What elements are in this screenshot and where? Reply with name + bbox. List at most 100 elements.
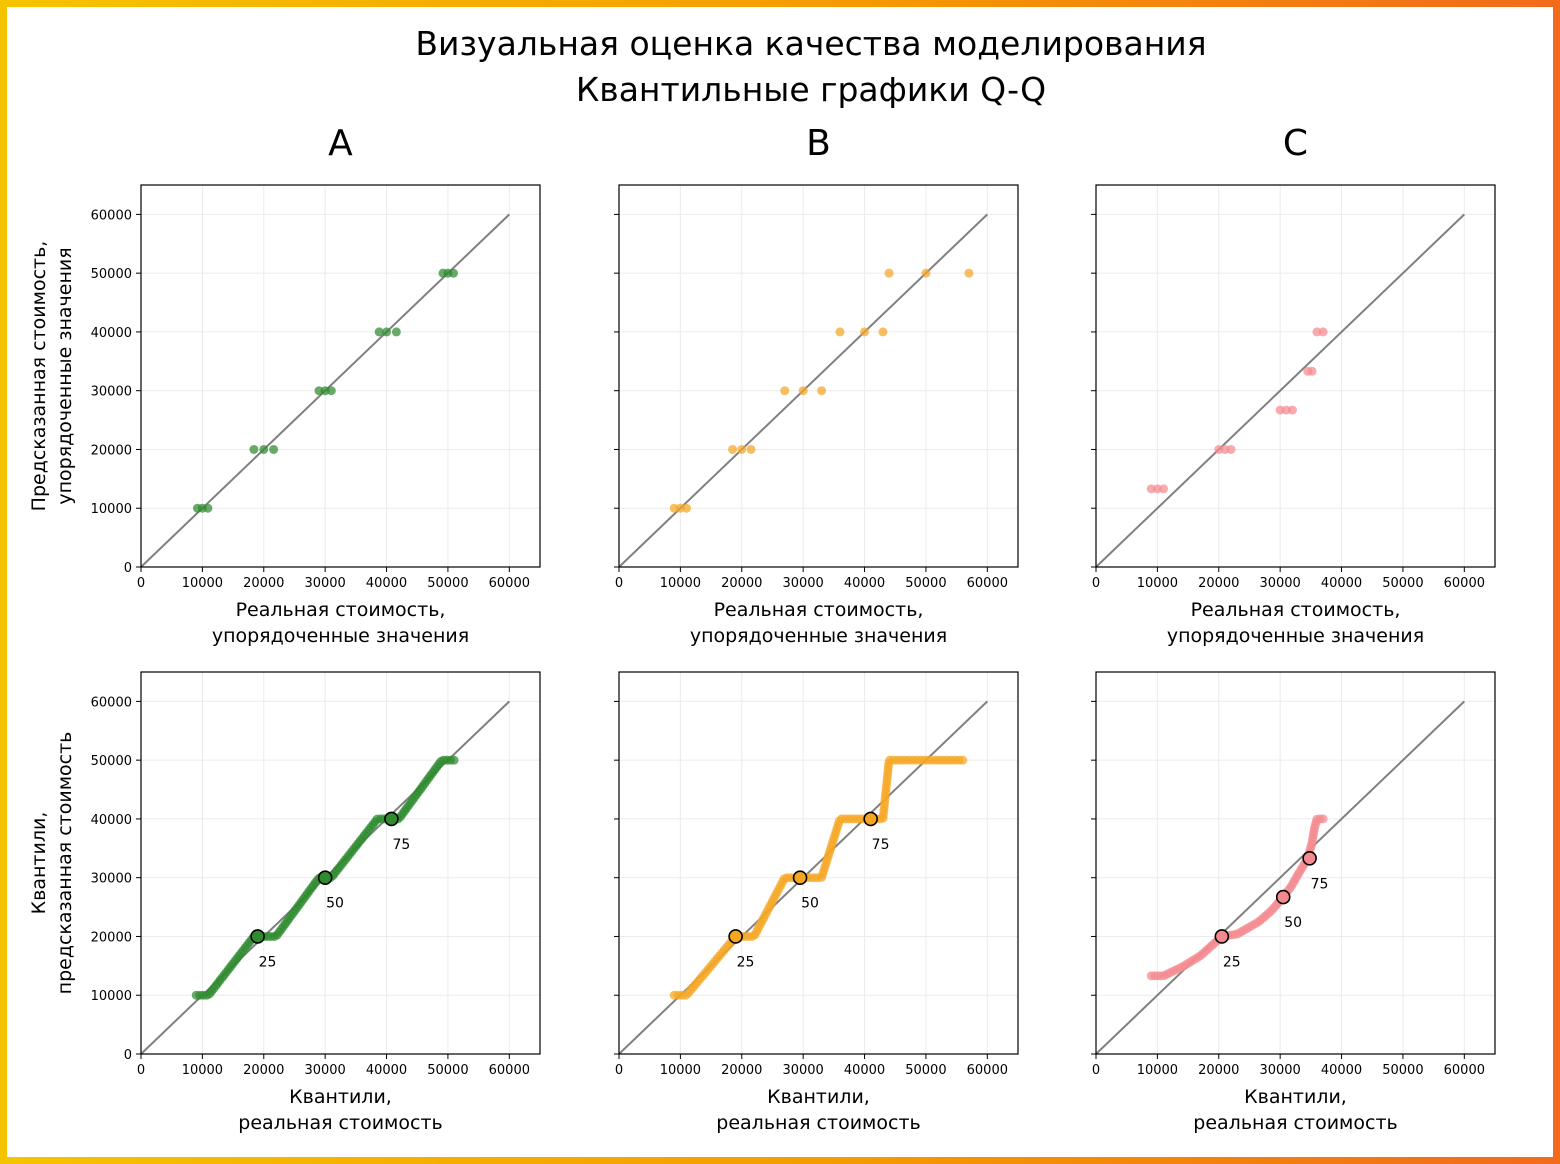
data-point — [326, 386, 336, 396]
x-axis-label: Квантили, — [289, 1086, 392, 1108]
data-point — [958, 755, 968, 765]
data-point — [884, 268, 894, 278]
infographic-frame: Визуальная оценка качества моделирования… — [7, 7, 1553, 1157]
percentile-marker-25 — [728, 929, 743, 944]
x-tick-label: 0 — [615, 576, 623, 591]
x-axis-label: реальная стоимость — [716, 1112, 920, 1134]
data-point — [1318, 814, 1328, 824]
column-header-c: C — [1283, 123, 1308, 164]
x-tick-label: 0 — [137, 1063, 145, 1078]
data-point — [1159, 484, 1169, 494]
data-point — [798, 386, 808, 396]
data-point — [737, 444, 747, 454]
data-point — [682, 503, 692, 513]
x-tick-label: 10000 — [1137, 576, 1178, 591]
data-point — [269, 444, 279, 454]
data-point — [964, 268, 974, 278]
data-point — [374, 327, 384, 337]
axes-frame — [1095, 671, 1496, 1055]
data-point — [780, 386, 790, 396]
percentile-marker-75 — [863, 811, 878, 827]
percentile-label-75: 75 — [872, 837, 890, 853]
x-tick-label: 20000 — [243, 1063, 284, 1078]
plot-B-top: 0 10000 20000 30000 40000 50000 60000 Реальная … — [614, 184, 1019, 647]
x-tick-label: 40000 — [1321, 1063, 1362, 1078]
percentile-label-25: 25 — [1223, 954, 1241, 970]
data-point — [259, 444, 269, 454]
y-axis-label: упорядоченные значения — [54, 247, 76, 504]
data-point — [728, 444, 738, 454]
data-point — [921, 268, 931, 278]
percentile-label-75: 75 — [392, 837, 410, 853]
axes-frame — [140, 184, 541, 568]
x-axis-label: Реальная стоимость, — [714, 599, 924, 621]
x-axis-label: Реальная стоимость, — [1191, 599, 1401, 621]
axes-frame — [1095, 184, 1496, 568]
x-tick-label: 40000 — [366, 576, 407, 591]
y-tick-label: 30000 — [91, 872, 132, 887]
data-point — [1287, 405, 1297, 415]
y-axis-label: Квантили, — [28, 812, 50, 915]
qq-figure: Визуальная оценка качества моделирования… — [28, 24, 1496, 1134]
plot-A-bottom: 25 50 75 0 10000 20000 30000 40000 50000 60000 0 10… — [28, 671, 541, 1134]
x-axis-label: Квантили, — [1244, 1086, 1347, 1108]
data-point — [1307, 366, 1317, 376]
data-point — [382, 327, 392, 337]
x-tick-label: 30000 — [304, 1063, 345, 1078]
percentile-label-25: 25 — [259, 954, 277, 970]
y-tick-label: 50000 — [91, 267, 132, 282]
x-tick-label: 30000 — [1259, 576, 1300, 591]
x-tick-label: 10000 — [1137, 1063, 1178, 1078]
figure-title-line1: Визуальная оценка качества моделирования — [415, 24, 1206, 63]
x-tick-label: 60000 — [967, 1063, 1008, 1078]
x-axis-label: реальная стоимость — [1193, 1112, 1397, 1134]
x-tick-label: 0 — [1092, 1063, 1100, 1078]
x-tick-label: 20000 — [243, 576, 284, 591]
data-point — [746, 444, 756, 454]
percentile-marker-50 — [792, 870, 808, 885]
x-tick-label: 30000 — [782, 1063, 823, 1078]
y-tick-label: 10000 — [91, 502, 132, 517]
x-tick-label: 20000 — [1198, 576, 1239, 591]
x-tick-label: 60000 — [489, 576, 530, 591]
x-tick-label: 20000 — [1198, 1063, 1239, 1078]
x-tick-label: 0 — [615, 1063, 623, 1078]
plot-B-bottom: 25 50 75 0 10000 20000 30000 40000 50000 60000 Ква… — [614, 671, 1019, 1134]
percentile-marker-50 — [317, 870, 333, 885]
x-tick-label: 30000 — [1259, 1063, 1300, 1078]
data-point — [203, 503, 213, 513]
y-tick-label: 40000 — [91, 813, 132, 828]
percentile-marker-75 — [1302, 850, 1317, 866]
x-tick-label: 40000 — [844, 1063, 885, 1078]
x-tick-label: 50000 — [427, 1063, 468, 1078]
percentile-label-25: 25 — [737, 954, 755, 970]
data-point — [449, 755, 459, 765]
x-axis-label: Квантили, — [767, 1086, 870, 1108]
column-header-b: B — [806, 123, 831, 164]
figure-title-line2: Квантильные графики Q-Q — [576, 70, 1046, 109]
axes-frame — [618, 184, 1019, 568]
x-tick-label: 10000 — [660, 1063, 701, 1078]
data-point — [1226, 444, 1236, 454]
x-tick-label: 60000 — [1444, 576, 1485, 591]
y-tick-label: 10000 — [91, 989, 132, 1004]
x-tick-label: 30000 — [304, 576, 345, 591]
y-tick-label: 50000 — [91, 754, 132, 769]
data-point — [391, 327, 401, 337]
x-tick-label: 60000 — [967, 576, 1008, 591]
y-tick-label: 60000 — [91, 208, 132, 223]
data-point — [448, 268, 458, 278]
x-tick-label: 40000 — [1321, 576, 1362, 591]
x-tick-label: 0 — [1092, 576, 1100, 591]
x-tick-label: 10000 — [182, 1063, 223, 1078]
y-axis-label: предсказанная стоимость — [54, 732, 76, 995]
x-tick-label: 40000 — [844, 576, 885, 591]
y-tick-label: 40000 — [91, 326, 132, 341]
data-point — [1318, 327, 1328, 337]
x-tick-label: 50000 — [1382, 1063, 1423, 1078]
percentile-marker-75 — [384, 811, 399, 827]
plot-C-top: 0 10000 20000 30000 40000 50000 60000 Реальная … — [1091, 184, 1496, 647]
plot-A-top: 0 10000 20000 30000 40000 50000 60000 0 10000 200… — [28, 184, 541, 647]
y-tick-label: 20000 — [91, 930, 132, 945]
reference-line — [1095, 700, 1465, 1055]
